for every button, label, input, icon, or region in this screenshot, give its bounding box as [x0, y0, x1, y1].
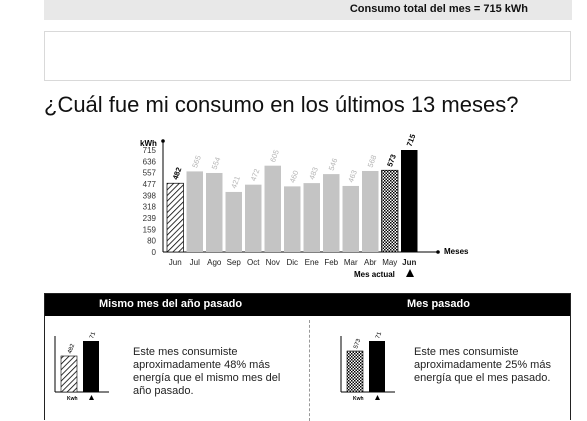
x-tick-label: Ene: [305, 258, 320, 267]
x-tick-label: Jun: [169, 258, 182, 267]
bar-value-label: 605: [268, 149, 281, 164]
mini-axis-label: Kwh: [67, 396, 78, 402]
x-tick-label: Dic: [286, 258, 298, 267]
y-tick-label: 557: [143, 169, 157, 178]
bar-value-label: 573: [385, 153, 398, 168]
y-tick-label: 398: [143, 191, 157, 200]
bar-value-label: 715: [405, 133, 418, 148]
chart-bar: [206, 172, 223, 252]
y-tick-label: 159: [143, 225, 157, 234]
mini-value-last-month: 573: [353, 338, 362, 350]
x-tick-label: Sep: [227, 258, 242, 267]
empty-panel: [44, 31, 571, 81]
chart-bar: [264, 165, 281, 252]
last-month-mini-chart: 573 715 Kwh: [340, 332, 395, 402]
x-tick-label: Jun: [402, 258, 416, 267]
x-tick-label: Feb: [324, 258, 338, 267]
chart-bar: [186, 171, 203, 252]
mini-current-marker: [375, 395, 380, 400]
comparison-header: Mismo mes del año pasado Mes pasado: [45, 294, 570, 316]
page-title: ¿Cuál fue mi consumo en los últimos 13 m…: [44, 92, 519, 117]
chart-bar: [342, 185, 359, 252]
chart-bar: [225, 191, 242, 252]
bar-value-label: 460: [288, 169, 301, 184]
same-month-title: Mismo mes del año pasado: [99, 298, 243, 310]
x-tick-label: Mar: [344, 258, 358, 267]
chart-bar: [284, 186, 301, 252]
same-month-message: Este mes consumiste aproximadamente 48% …: [133, 346, 281, 397]
x-tick-label: Abr: [364, 258, 377, 267]
mini-value-current: 715: [89, 332, 98, 340]
bar-value-label: 565: [190, 154, 203, 169]
bar-value-label: 546: [327, 157, 340, 172]
last-month-message: Este mes consumiste aproximadamente 25% …: [414, 346, 551, 384]
x-axis-label: Meses: [444, 247, 469, 256]
y-tick-label: 80: [147, 237, 156, 246]
mini-bar-current: [83, 341, 99, 392]
mini-axis-label: Kwh: [353, 396, 364, 402]
bar-value-label: 463: [346, 169, 359, 184]
monthly-total-label: Consumo total del mes = 715 kWh: [349, 3, 528, 15]
monthly-total-bar: Consumo total del mes = 715 kWh: [44, 0, 572, 20]
chart-bar: [401, 150, 418, 252]
bar-value-label: 483: [307, 166, 320, 181]
y-tick-label: 715: [143, 146, 157, 155]
x-axis-end: [436, 250, 440, 254]
y-tick-label: 318: [143, 203, 157, 212]
x-tick-label: May: [382, 258, 397, 267]
bar-value-label: 421: [229, 175, 242, 190]
current-month-marker: [406, 269, 414, 277]
x-tick-label: Nov: [266, 258, 280, 267]
bar-value-label: 482: [171, 166, 184, 181]
chart-bar: [323, 174, 340, 252]
consumption-chart: 715 636 557 477 398 318 239 159 80 0 482 Jun 565 Jul 5…: [140, 133, 469, 279]
mini-bar-last-month: [346, 350, 364, 393]
chart-bar: [166, 182, 184, 253]
last-month-title: Mes pasado: [407, 298, 470, 310]
y-tick-label: 477: [143, 180, 157, 189]
chart-bar: [303, 183, 320, 252]
y-tick-label: 0: [152, 248, 157, 257]
y-tick-label: 239: [143, 214, 157, 223]
chart-bar: [362, 170, 379, 252]
comparison-divider: [309, 320, 310, 421]
mini-bar-current: [369, 341, 385, 392]
bar-value-label: 472: [249, 168, 262, 183]
x-tick-label: Ago: [207, 258, 222, 267]
x-tick-label: Jul: [190, 258, 200, 267]
y-axis-label: kWh: [140, 139, 157, 148]
mini-value-last-year: 482: [67, 343, 76, 355]
current-month-label: Mes actual: [354, 270, 395, 279]
y-tick-label: 636: [143, 157, 157, 166]
y-axis-end: [161, 139, 165, 143]
x-tick-label: Oct: [247, 258, 260, 267]
chart-bar: [381, 169, 399, 253]
mini-bar-last-year: [60, 355, 78, 393]
bar-value-label: 568: [366, 154, 379, 169]
comparison-panel: Mismo mes del año pasado Mes pasado 482 …: [44, 293, 571, 421]
chart-bar: [245, 184, 262, 252]
bar-value-label: 554: [210, 156, 223, 171]
mini-current-marker: [89, 395, 94, 400]
same-month-mini-chart: 482 715 Kwh: [54, 332, 109, 402]
mini-value-current: 715: [375, 332, 384, 340]
